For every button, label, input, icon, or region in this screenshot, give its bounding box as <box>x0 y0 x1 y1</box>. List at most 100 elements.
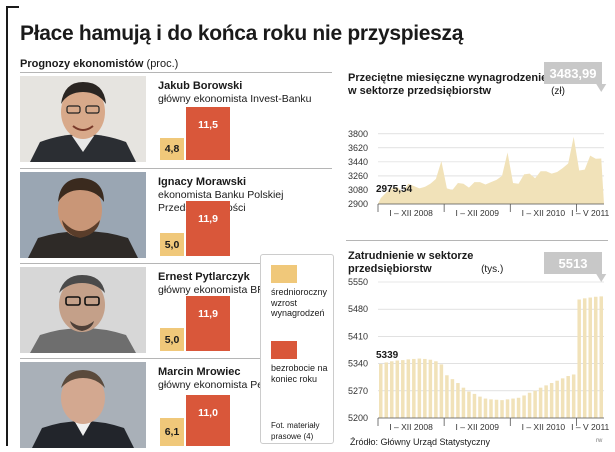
x-tick-label: I – V 2011 <box>571 422 609 432</box>
x-tick-label: I – XII 2010 <box>522 208 566 218</box>
wage-growth-bar <box>160 328 184 351</box>
y-tick-label: 5270 <box>348 386 368 396</box>
employment-bar <box>505 399 510 418</box>
wage-growth-bar <box>160 417 184 446</box>
end-value-label: 5513 <box>559 256 588 271</box>
frame-line <box>6 6 8 446</box>
photo-portrait-1 <box>20 76 146 162</box>
wage-growth-bar <box>160 137 184 160</box>
photo-portrait-4 <box>20 362 146 448</box>
employment-bar <box>483 398 488 418</box>
employment-bar <box>544 385 548 418</box>
employment-bar <box>582 298 587 418</box>
forecasts-title-text: Prognozy ekonomistów <box>20 58 144 70</box>
employment-chart-unit: (tys.) <box>481 264 504 275</box>
x-tick-label: I – XII 2008 <box>389 208 433 218</box>
page-title: Płace hamują i do końca roku nie przyspi… <box>20 22 464 45</box>
employment-bar <box>588 297 592 418</box>
employment-bar <box>406 359 411 418</box>
employment-bar <box>439 364 444 418</box>
chart-separator <box>346 240 608 241</box>
employment-bar <box>555 380 559 418</box>
employment-bar <box>511 398 515 418</box>
employment-bar <box>472 393 477 418</box>
end-value-box <box>544 252 602 274</box>
x-tick-label: I – V 2011 <box>571 208 609 218</box>
wage-growth-value: 6,1 <box>164 425 180 438</box>
x-tick-label: I – XII 2010 <box>522 422 566 432</box>
end-value-label: 3483,99 <box>550 66 597 81</box>
y-tick-label: 2900 <box>348 199 368 209</box>
unemployment-value: 11,0 <box>198 407 218 420</box>
employment-bar <box>384 362 389 418</box>
legend-swatch-unemployment <box>271 341 297 359</box>
employment-bar <box>461 387 466 418</box>
employment-bar <box>516 397 521 418</box>
start-value-label: 5339 <box>376 350 399 361</box>
wage-chart: 2900 3080 3260 3440 3620 3800 I – XII 2008 I – … <box>348 62 610 218</box>
unemployment-bar <box>186 395 230 446</box>
employment-bar <box>428 359 433 418</box>
legend-wage-label: średnioroczny wzrost wynagrodzeń <box>271 287 328 318</box>
row-separator <box>20 72 332 73</box>
employment-bar <box>417 358 422 418</box>
unemployment-bar <box>186 107 230 160</box>
y-tick-label: 3800 <box>348 129 368 139</box>
employment-bar <box>423 358 427 418</box>
employment-bar <box>593 296 598 418</box>
employment-bar <box>577 299 581 418</box>
employment-bar <box>549 383 554 418</box>
person-name: Ernest Pytlarczyk <box>158 271 250 283</box>
employment-bar <box>599 296 603 418</box>
y-tick-label: 5550 <box>348 277 368 287</box>
person-role: ekonomista Banku Polskiej Przedsiębiorcz… <box>158 189 284 214</box>
unemployment-bar <box>186 201 230 256</box>
y-tick-label: 5480 <box>348 304 368 314</box>
wage-chart-unit: (zł) <box>551 86 565 97</box>
employment-bar <box>379 363 383 418</box>
y-tick-label: 5200 <box>348 413 368 423</box>
row-separator <box>20 358 332 359</box>
employment-bar <box>395 360 400 418</box>
wage-growth-value: 5,0 <box>164 333 180 346</box>
employment-bar <box>538 387 543 418</box>
frame-top <box>6 6 19 8</box>
employment-bar <box>412 358 416 418</box>
y-tick-label: 5340 <box>348 359 368 369</box>
employment-bar <box>560 378 565 418</box>
forecast-row: Marcin Mrowiec główny ekonomista Pekao S… <box>20 358 332 452</box>
y-tick-label: 5410 <box>348 331 368 341</box>
x-tick-label: I – XII 2009 <box>455 208 499 218</box>
row-separator <box>20 168 332 169</box>
employment-bar <box>434 361 438 418</box>
employment-bar <box>489 399 493 418</box>
x-tick-label: I – XII 2009 <box>455 422 499 432</box>
y-tick-label: 3080 <box>348 185 368 195</box>
photo-credit: Fot. materiały prasowe (4) <box>271 421 320 441</box>
source-note: Źródło: Główny Urząd Statystyczny <box>350 437 491 447</box>
end-value-box <box>544 62 602 84</box>
legend-swatch-wage <box>271 265 297 283</box>
employment-chart-title: Zatrudnienie w sektorze przedsiębiorstw … <box>348 250 503 276</box>
forecast-row: Jakub Borowski główny ekonomista Invest-… <box>20 72 332 166</box>
start-value-label: 2975,54 <box>376 184 413 195</box>
unemployment-value: 11,9 <box>198 213 218 226</box>
photo-portrait-2 <box>20 172 146 258</box>
employment-bar <box>450 379 455 418</box>
forecasts-title: Prognozy ekonomistów (proc.) <box>20 58 178 70</box>
employment-chart: 5200 5270 5340 5410 5480 5550 I – XII 2008 I – … <box>348 252 610 432</box>
wage-growth-bar <box>160 233 184 256</box>
person-name: Jakub Borowski <box>158 80 243 92</box>
person-name: Marcin Mrowiec <box>158 366 241 378</box>
employment-bar <box>571 374 576 418</box>
employment-chart-title-text: Zatrudnienie w sektorze przedsiębiorstw <box>348 250 474 275</box>
employment-bar <box>456 383 460 418</box>
forecast-row: Ernest Pytlarczyk główny ekonomista BRE … <box>20 263 332 357</box>
forecast-row: Ignacy Morawski ekonomista Banku Polskie… <box>20 168 332 262</box>
person-name: Ignacy Morawski <box>158 176 247 188</box>
legend-unemployment-label: bezrobocie na koniec roku <box>271 363 328 384</box>
employment-bar <box>500 400 504 418</box>
wage-growth-value: 4,8 <box>164 142 180 155</box>
wage-area-series <box>378 136 604 204</box>
employment-bar <box>478 396 482 418</box>
